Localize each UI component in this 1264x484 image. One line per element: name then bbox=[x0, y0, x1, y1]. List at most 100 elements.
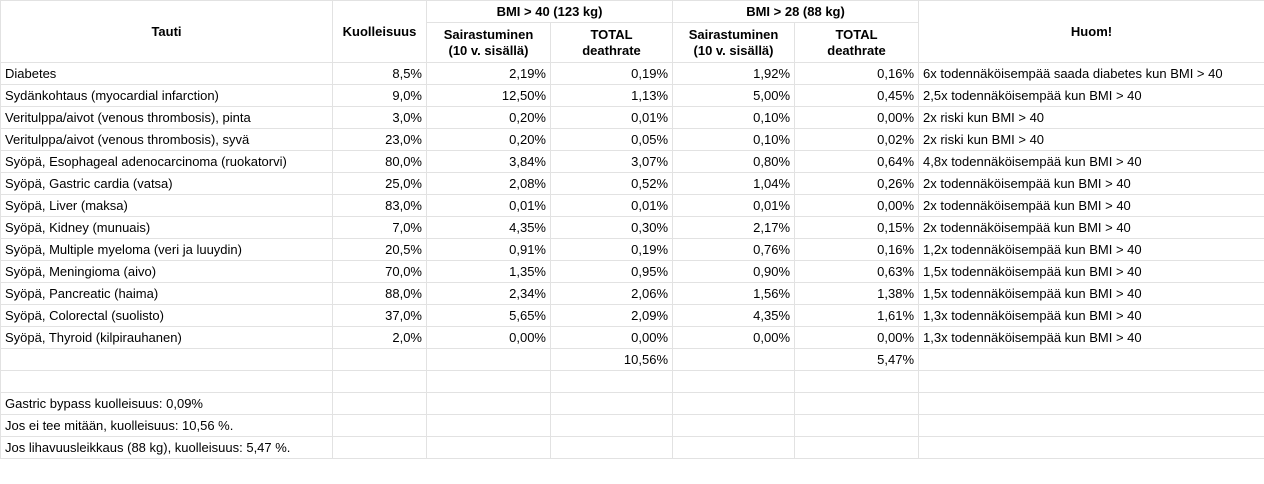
header-tauti[interactable]: Tauti bbox=[0, 0, 333, 63]
cell-total-40[interactable]: 0,01% bbox=[549, 194, 674, 217]
empty-cell[interactable] bbox=[332, 414, 427, 437]
cell-kuolleisuus[interactable]: 88,0% bbox=[332, 282, 427, 305]
cell-total-40[interactable]: 0,52% bbox=[549, 172, 674, 195]
cell-tauti[interactable]: Sydänkohtaus (myocardial infarction) bbox=[0, 84, 333, 107]
cell-total-28[interactable]: 0,16% bbox=[794, 238, 920, 261]
cell-total-28[interactable]: 0,16% bbox=[794, 62, 920, 85]
header-bmi40-group[interactable]: BMI > 40 (123 kg) bbox=[425, 0, 674, 23]
empty-cell[interactable] bbox=[426, 392, 551, 415]
empty-cell[interactable] bbox=[549, 392, 674, 415]
cell-huom[interactable]: 2x riski kun BMI > 40 bbox=[918, 128, 1264, 151]
cell-total-40[interactable]: 0,19% bbox=[549, 238, 674, 261]
cell-sair-28[interactable]: 0,10% bbox=[672, 106, 796, 129]
cell-sair-40[interactable]: 12,50% bbox=[426, 84, 551, 107]
header-sairastuminen-40[interactable]: Sairastuminen (10 v. sisällä) bbox=[426, 22, 551, 63]
cell-sair-40[interactable]: 0,01% bbox=[426, 194, 551, 217]
cell-tauti[interactable]: Veritulppa/aivot (venous thrombosis), sy… bbox=[0, 128, 333, 151]
cell-sair-28[interactable]: 1,92% bbox=[672, 62, 796, 85]
empty-cell[interactable] bbox=[672, 392, 796, 415]
note-no-action[interactable]: Jos ei tee mitään, kuolleisuus: 10,56 %. bbox=[0, 414, 333, 437]
empty-cell[interactable] bbox=[672, 414, 796, 437]
empty-cell[interactable] bbox=[426, 436, 551, 459]
cell-tauti[interactable]: Syöpä, Gastric cardia (vatsa) bbox=[0, 172, 333, 195]
cell-huom[interactable]: 2x riski kun BMI > 40 bbox=[918, 106, 1264, 129]
cell-sair-28[interactable]: 5,00% bbox=[672, 84, 796, 107]
empty-cell[interactable] bbox=[794, 414, 920, 437]
cell-total-28[interactable]: 1,61% bbox=[794, 304, 920, 327]
cell-total-28[interactable]: 0,64% bbox=[794, 150, 920, 173]
cell-kuolleisuus[interactable]: 20,5% bbox=[332, 238, 427, 261]
empty-cell[interactable] bbox=[549, 436, 674, 459]
cell-sair-28[interactable]: 0,00% bbox=[672, 326, 796, 349]
header-total-28[interactable]: TOTAL deathrate bbox=[794, 22, 920, 63]
cell-sair-40[interactable]: 2,34% bbox=[426, 282, 551, 305]
cell-sair-40[interactable]: 0,91% bbox=[426, 238, 551, 261]
cell-tauti[interactable]: Syöpä, Multiple myeloma (veri ja luuydin… bbox=[0, 238, 333, 261]
empty-cell[interactable] bbox=[918, 348, 1264, 371]
header-total-40[interactable]: TOTAL deathrate bbox=[549, 22, 674, 63]
cell-huom[interactable]: 2x todennäköisempää kun BMI > 40 bbox=[918, 194, 1264, 217]
empty-cell[interactable] bbox=[426, 348, 551, 371]
cell-total-40[interactable]: 0,01% bbox=[549, 106, 674, 129]
cell-total-40[interactable]: 2,09% bbox=[549, 304, 674, 327]
cell-total-sum-40[interactable]: 10,56% bbox=[549, 348, 674, 371]
cell-total-40[interactable]: 0,19% bbox=[549, 62, 674, 85]
header-bmi28-group[interactable]: BMI > 28 (88 kg) bbox=[672, 0, 920, 23]
cell-kuolleisuus[interactable]: 9,0% bbox=[332, 84, 427, 107]
cell-total-28[interactable]: 0,15% bbox=[794, 216, 920, 239]
empty-cell[interactable] bbox=[332, 370, 427, 393]
empty-cell[interactable] bbox=[794, 436, 920, 459]
empty-cell[interactable] bbox=[672, 348, 796, 371]
empty-cell[interactable] bbox=[426, 414, 551, 437]
note-surgery[interactable]: Jos lihavuusleikkaus (88 kg), kuolleisuu… bbox=[0, 436, 333, 459]
empty-cell[interactable] bbox=[672, 370, 796, 393]
cell-total-28[interactable]: 0,00% bbox=[794, 194, 920, 217]
cell-huom[interactable]: 1,3x todennäköisempää kun BMI > 40 bbox=[918, 304, 1264, 327]
cell-total-40[interactable]: 0,05% bbox=[549, 128, 674, 151]
cell-kuolleisuus[interactable]: 70,0% bbox=[332, 260, 427, 283]
cell-sair-40[interactable]: 0,00% bbox=[426, 326, 551, 349]
cell-kuolleisuus[interactable]: 37,0% bbox=[332, 304, 427, 327]
empty-cell[interactable] bbox=[549, 414, 674, 437]
empty-cell[interactable] bbox=[426, 370, 551, 393]
cell-sair-28[interactable]: 0,01% bbox=[672, 194, 796, 217]
cell-huom[interactable]: 1,5x todennäköisempää kun BMI > 40 bbox=[918, 260, 1264, 283]
cell-huom[interactable]: 6x todennäköisempää saada diabetes kun B… bbox=[918, 62, 1264, 85]
cell-tauti[interactable]: Syöpä, Thyroid (kilpirauhanen) bbox=[0, 326, 333, 349]
cell-sair-28[interactable]: 1,56% bbox=[672, 282, 796, 305]
cell-huom[interactable]: 1,2x todennäköisempää kun BMI > 40 bbox=[918, 238, 1264, 261]
cell-sair-40[interactable]: 4,35% bbox=[426, 216, 551, 239]
cell-sair-28[interactable]: 0,90% bbox=[672, 260, 796, 283]
cell-huom[interactable]: 1,3x todennäköisempää kun BMI > 40 bbox=[918, 326, 1264, 349]
cell-total-28[interactable]: 0,63% bbox=[794, 260, 920, 283]
cell-kuolleisuus[interactable]: 3,0% bbox=[332, 106, 427, 129]
cell-huom[interactable]: 4,8x todennäköisempää kun BMI > 40 bbox=[918, 150, 1264, 173]
empty-cell[interactable] bbox=[0, 370, 333, 393]
cell-total-40[interactable]: 2,06% bbox=[549, 282, 674, 305]
cell-tauti[interactable]: Veritulppa/aivot (venous thrombosis), pi… bbox=[0, 106, 333, 129]
cell-total-40[interactable]: 0,00% bbox=[549, 326, 674, 349]
cell-tauti[interactable]: Syöpä, Liver (maksa) bbox=[0, 194, 333, 217]
cell-sair-28[interactable]: 4,35% bbox=[672, 304, 796, 327]
header-sairastuminen-28[interactable]: Sairastuminen (10 v. sisällä) bbox=[672, 22, 796, 63]
empty-cell[interactable] bbox=[672, 436, 796, 459]
empty-cell[interactable] bbox=[332, 348, 427, 371]
cell-total-28[interactable]: 0,00% bbox=[794, 106, 920, 129]
cell-sair-40[interactable]: 3,84% bbox=[426, 150, 551, 173]
cell-sair-28[interactable]: 1,04% bbox=[672, 172, 796, 195]
cell-huom[interactable]: 1,5x todennäköisempää kun BMI > 40 bbox=[918, 282, 1264, 305]
empty-cell[interactable] bbox=[918, 392, 1264, 415]
cell-sair-40[interactable]: 1,35% bbox=[426, 260, 551, 283]
cell-kuolleisuus[interactable]: 25,0% bbox=[332, 172, 427, 195]
cell-sair-28[interactable]: 0,80% bbox=[672, 150, 796, 173]
cell-sair-28[interactable]: 2,17% bbox=[672, 216, 796, 239]
cell-total-28[interactable]: 0,45% bbox=[794, 84, 920, 107]
cell-total-40[interactable]: 0,95% bbox=[549, 260, 674, 283]
header-huom[interactable]: Huom! bbox=[918, 0, 1264, 63]
note-gastric-bypass[interactable]: Gastric bypass kuolleisuus: 0,09% bbox=[0, 392, 333, 415]
cell-total-sum-28[interactable]: 5,47% bbox=[794, 348, 920, 371]
cell-tauti[interactable]: Diabetes bbox=[0, 62, 333, 85]
cell-tauti[interactable]: Syöpä, Meningioma (aivo) bbox=[0, 260, 333, 283]
cell-huom[interactable]: 2,5x todennäköisempää kun BMI > 40 bbox=[918, 84, 1264, 107]
empty-cell[interactable] bbox=[918, 370, 1264, 393]
